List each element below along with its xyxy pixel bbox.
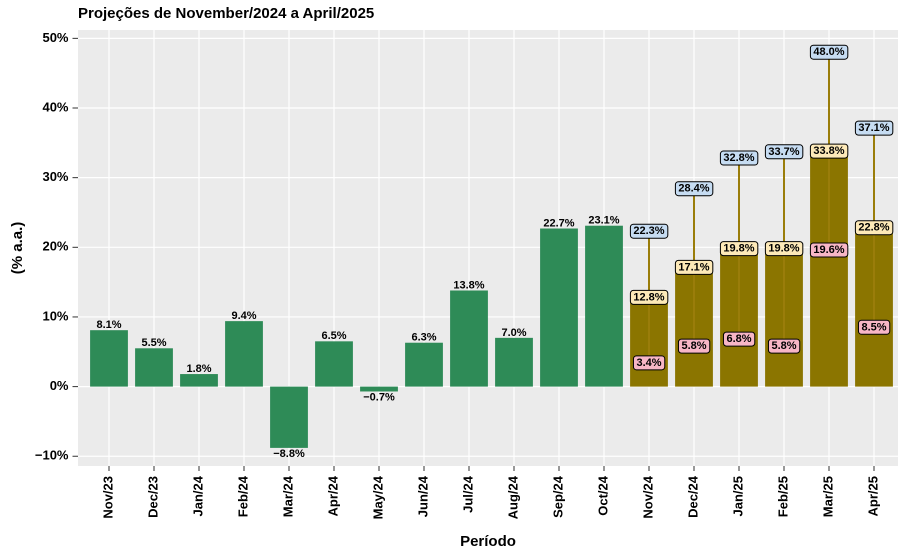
value-label: 7.0% bbox=[501, 327, 526, 339]
label-box bbox=[629, 223, 669, 239]
value-label: 19.8% bbox=[768, 243, 799, 255]
value-label: 28.4% bbox=[678, 183, 709, 195]
bar bbox=[450, 290, 488, 387]
value-label: 19.8% bbox=[723, 243, 754, 255]
label-box bbox=[629, 289, 669, 305]
y-tick-label: 50% bbox=[42, 30, 68, 45]
x-tick-label: Dec/24 bbox=[685, 475, 700, 518]
x-tick-label: Oct/24 bbox=[595, 475, 610, 516]
y-tick-label: −10% bbox=[35, 448, 69, 463]
value-label: 5.5% bbox=[141, 337, 166, 349]
value-label: 17.1% bbox=[678, 261, 709, 273]
x-tick-label: May/24 bbox=[370, 475, 385, 519]
x-tick-label: Mar/24 bbox=[280, 475, 295, 517]
bar bbox=[90, 330, 128, 387]
value-label: 32.8% bbox=[723, 152, 754, 164]
value-label: 6.5% bbox=[321, 330, 346, 342]
bar bbox=[405, 342, 443, 387]
x-axis-label: Período bbox=[460, 533, 516, 550]
label-box bbox=[722, 331, 756, 347]
bar bbox=[495, 337, 533, 387]
value-label: 8.1% bbox=[96, 319, 121, 331]
value-label: 8.5% bbox=[861, 321, 886, 333]
label-box bbox=[719, 241, 759, 257]
label-box bbox=[854, 220, 894, 236]
value-label: −0.7% bbox=[363, 391, 395, 403]
label-box bbox=[809, 44, 849, 60]
value-label: 6.3% bbox=[411, 332, 436, 344]
bar bbox=[360, 386, 398, 392]
value-label: 37.1% bbox=[858, 122, 889, 134]
bar bbox=[180, 374, 218, 387]
panel bbox=[78, 30, 898, 466]
y-tick-label: 10% bbox=[42, 308, 68, 323]
label-box bbox=[854, 120, 894, 136]
value-label: 5.8% bbox=[681, 340, 706, 352]
value-label: 33.7% bbox=[768, 146, 799, 158]
value-label: 6.8% bbox=[726, 333, 751, 345]
value-label: 13.8% bbox=[453, 279, 484, 291]
label-box bbox=[809, 143, 849, 159]
bar bbox=[585, 225, 623, 387]
x-tick-label: Jan/24 bbox=[190, 475, 205, 516]
bar bbox=[225, 321, 263, 387]
label-box bbox=[674, 181, 714, 197]
bar bbox=[270, 386, 308, 448]
value-label: 22.7% bbox=[543, 217, 574, 229]
x-tick-label: Apr/24 bbox=[325, 475, 340, 516]
value-label: 12.8% bbox=[633, 291, 664, 303]
y-tick-label: 30% bbox=[42, 169, 68, 184]
x-tick-label: Jul/24 bbox=[460, 475, 475, 513]
label-box bbox=[677, 338, 711, 354]
x-tick-label: Feb/24 bbox=[235, 475, 250, 517]
value-label: 1.8% bbox=[186, 363, 211, 375]
value-label: 48.0% bbox=[813, 46, 844, 58]
x-tick-label: Mar/25 bbox=[820, 476, 835, 517]
y-tick-label: 0% bbox=[50, 378, 69, 393]
x-tick-label: Jun/24 bbox=[415, 475, 430, 517]
label-box bbox=[674, 259, 714, 275]
chart-title: Projeções de November/2024 a April/2025 bbox=[78, 5, 374, 22]
label-box bbox=[719, 150, 759, 166]
bar bbox=[540, 228, 578, 387]
label-box bbox=[764, 144, 804, 160]
y-axis-label: (% a.a.) bbox=[9, 222, 26, 275]
value-label: 3.4% bbox=[636, 357, 661, 369]
y-tick-label: 20% bbox=[42, 239, 68, 254]
x-tick-label: Feb/25 bbox=[775, 476, 790, 517]
x-tick-label: Dec/23 bbox=[145, 476, 160, 518]
label-box bbox=[809, 242, 849, 258]
y-tick-label: 40% bbox=[42, 99, 68, 114]
x-tick-label: Aug/24 bbox=[505, 475, 520, 519]
value-label: 5.8% bbox=[771, 340, 796, 352]
x-tick-label: Jan/25 bbox=[730, 476, 745, 516]
value-label: 22.3% bbox=[633, 225, 664, 237]
value-label: −8.8% bbox=[273, 448, 305, 460]
label-box bbox=[767, 338, 801, 354]
value-label: 33.8% bbox=[813, 145, 844, 157]
label-box bbox=[764, 241, 804, 257]
x-tick-label: Apr/25 bbox=[865, 476, 880, 516]
x-tick-label: Nov/24 bbox=[640, 475, 655, 518]
x-tick-label: Sep/24 bbox=[550, 475, 565, 518]
value-label: 19.6% bbox=[813, 244, 844, 256]
value-label: 23.1% bbox=[588, 215, 619, 227]
bar bbox=[135, 348, 173, 387]
x-tick-label: Nov/23 bbox=[100, 476, 115, 519]
value-label: 9.4% bbox=[231, 310, 256, 322]
value-label: 22.8% bbox=[858, 222, 889, 234]
bar bbox=[315, 341, 353, 387]
label-box bbox=[857, 319, 891, 335]
label-box bbox=[632, 355, 666, 371]
